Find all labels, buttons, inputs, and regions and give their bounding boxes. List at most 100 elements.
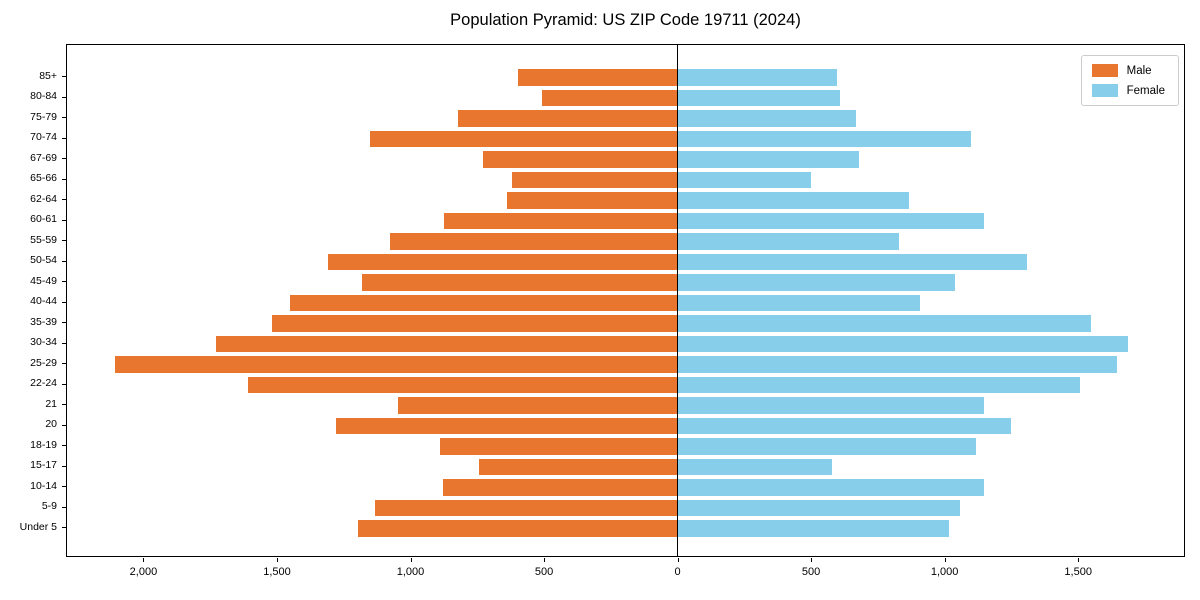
bar-female-21 [677, 397, 985, 414]
bar-female-Under 5 [677, 520, 950, 537]
bar-female-75-79 [677, 110, 857, 127]
y-tick-mark [62, 527, 66, 529]
bar-male-5-9 [374, 499, 678, 516]
bar-male-25-29 [114, 356, 678, 373]
y-tick-label-15-17: 15-17 [30, 459, 57, 472]
y-tick-mark [62, 363, 66, 365]
bar-male-45-49 [361, 274, 678, 291]
y-tick-mark [62, 199, 66, 201]
y-tick-label-67-69: 67-69 [30, 151, 57, 164]
y-tick-mark [62, 117, 66, 119]
x-tick-mark [143, 558, 145, 562]
x-tick-label-1,500: 1,500 [1064, 566, 1092, 578]
y-tick-mark [62, 158, 66, 160]
y-tick-label-10-14: 10-14 [30, 479, 57, 492]
y-tick-mark [62, 383, 66, 385]
bar-male-10-14 [442, 479, 678, 496]
y-tick-mark [62, 445, 66, 447]
y-tick-mark [62, 260, 66, 262]
x-tick-mark [944, 558, 946, 562]
y-tick-mark [62, 424, 66, 426]
y-tick-label-5-9: 5-9 [41, 500, 57, 513]
x-tick-mark [677, 558, 679, 562]
x-tick-label-2,000: 2,000 [129, 566, 158, 578]
bar-male-18-19 [440, 438, 678, 455]
y-tick-mark [62, 301, 66, 303]
y-tick-label-21: 21 [45, 397, 57, 410]
y-tick-mark [62, 178, 66, 180]
y-tick-mark [62, 281, 66, 283]
bar-female-45-49 [677, 274, 955, 291]
bar-male-21 [397, 397, 678, 414]
legend: Male Female [1080, 55, 1179, 106]
bar-female-40-44 [677, 294, 921, 311]
y-tick-label-Under 5: Under 5 [19, 520, 57, 533]
bar-male-62-64 [506, 192, 678, 209]
x-tick-mark [410, 558, 412, 562]
y-tick-label-40-44: 40-44 [30, 295, 57, 308]
bar-male-75-79 [457, 110, 678, 127]
bar-male-20 [336, 417, 678, 434]
x-tick-mark [811, 558, 813, 562]
bar-female-18-19 [677, 438, 977, 455]
bar-male-70-74 [369, 130, 678, 147]
bar-male-50-54 [328, 253, 678, 270]
bar-male-30-34 [216, 335, 678, 352]
x-tick-mark [1078, 558, 1080, 562]
y-tick-label-50-54: 50-54 [30, 254, 57, 267]
bar-female-15-17 [677, 458, 833, 475]
y-tick-mark [62, 342, 66, 344]
y-tick-mark [62, 240, 66, 242]
bar-male-67-69 [482, 151, 678, 168]
bar-male-35-39 [272, 315, 678, 332]
y-tick-label-75-79: 75-79 [30, 110, 57, 123]
bar-female-10-14 [677, 479, 985, 496]
bar-female-80-84 [677, 89, 841, 106]
y-tick-mark [62, 322, 66, 324]
bar-female-62-64 [677, 192, 910, 209]
y-tick-label-20: 20 [45, 418, 57, 431]
y-tick-label-70-74: 70-74 [30, 131, 57, 144]
y-tick-label-22-24: 22-24 [30, 377, 57, 390]
legend-label-female: Female [1126, 84, 1165, 97]
x-tick-label-0: 0 [674, 566, 681, 578]
y-tick-mark [62, 96, 66, 98]
plot-area: Male Female [66, 44, 1185, 557]
bar-female-67-69 [677, 151, 859, 168]
y-tick-label-60-61: 60-61 [30, 213, 57, 226]
y-tick-mark [62, 465, 66, 467]
bar-female-50-54 [677, 253, 1027, 270]
y-tick-mark [62, 506, 66, 508]
bar-male-22-24 [248, 376, 678, 393]
bar-female-60-61 [677, 212, 985, 229]
bar-male-40-44 [289, 294, 678, 311]
x-tick-label-500: 500 [801, 566, 821, 578]
x-tick-label-500: 500 [534, 566, 554, 578]
bar-male-80-84 [541, 89, 678, 106]
y-tick-label-25-29: 25-29 [30, 356, 57, 369]
male-swatch-icon [1091, 64, 1118, 77]
y-tick-mark [62, 486, 66, 488]
bar-male-85+ [517, 69, 678, 86]
bar-female-70-74 [677, 130, 971, 147]
bar-male-65-66 [512, 171, 678, 188]
bar-female-85+ [677, 69, 838, 86]
x-tick-mark [276, 558, 278, 562]
legend-label-male: Male [1126, 64, 1152, 77]
y-tick-label-85+: 85+ [39, 69, 57, 82]
bar-female-5-9 [677, 499, 961, 516]
x-tick-mark [544, 558, 546, 562]
legend-entry-male: Male [1091, 64, 1165, 77]
bar-female-35-39 [677, 315, 1091, 332]
bar-male-55-59 [389, 233, 678, 250]
y-tick-mark [62, 76, 66, 78]
y-tick-label-18-19: 18-19 [30, 438, 57, 451]
y-tick-label-80-84: 80-84 [30, 90, 57, 103]
legend-entry-female: Female [1091, 84, 1165, 97]
y-tick-label-45-49: 45-49 [30, 274, 57, 287]
x-tick-label-1,000: 1,000 [930, 566, 959, 578]
bar-female-22-24 [677, 376, 1081, 393]
chart-title: Population Pyramid: US ZIP Code 19711 (2… [450, 11, 801, 29]
y-tick-mark [62, 219, 66, 221]
